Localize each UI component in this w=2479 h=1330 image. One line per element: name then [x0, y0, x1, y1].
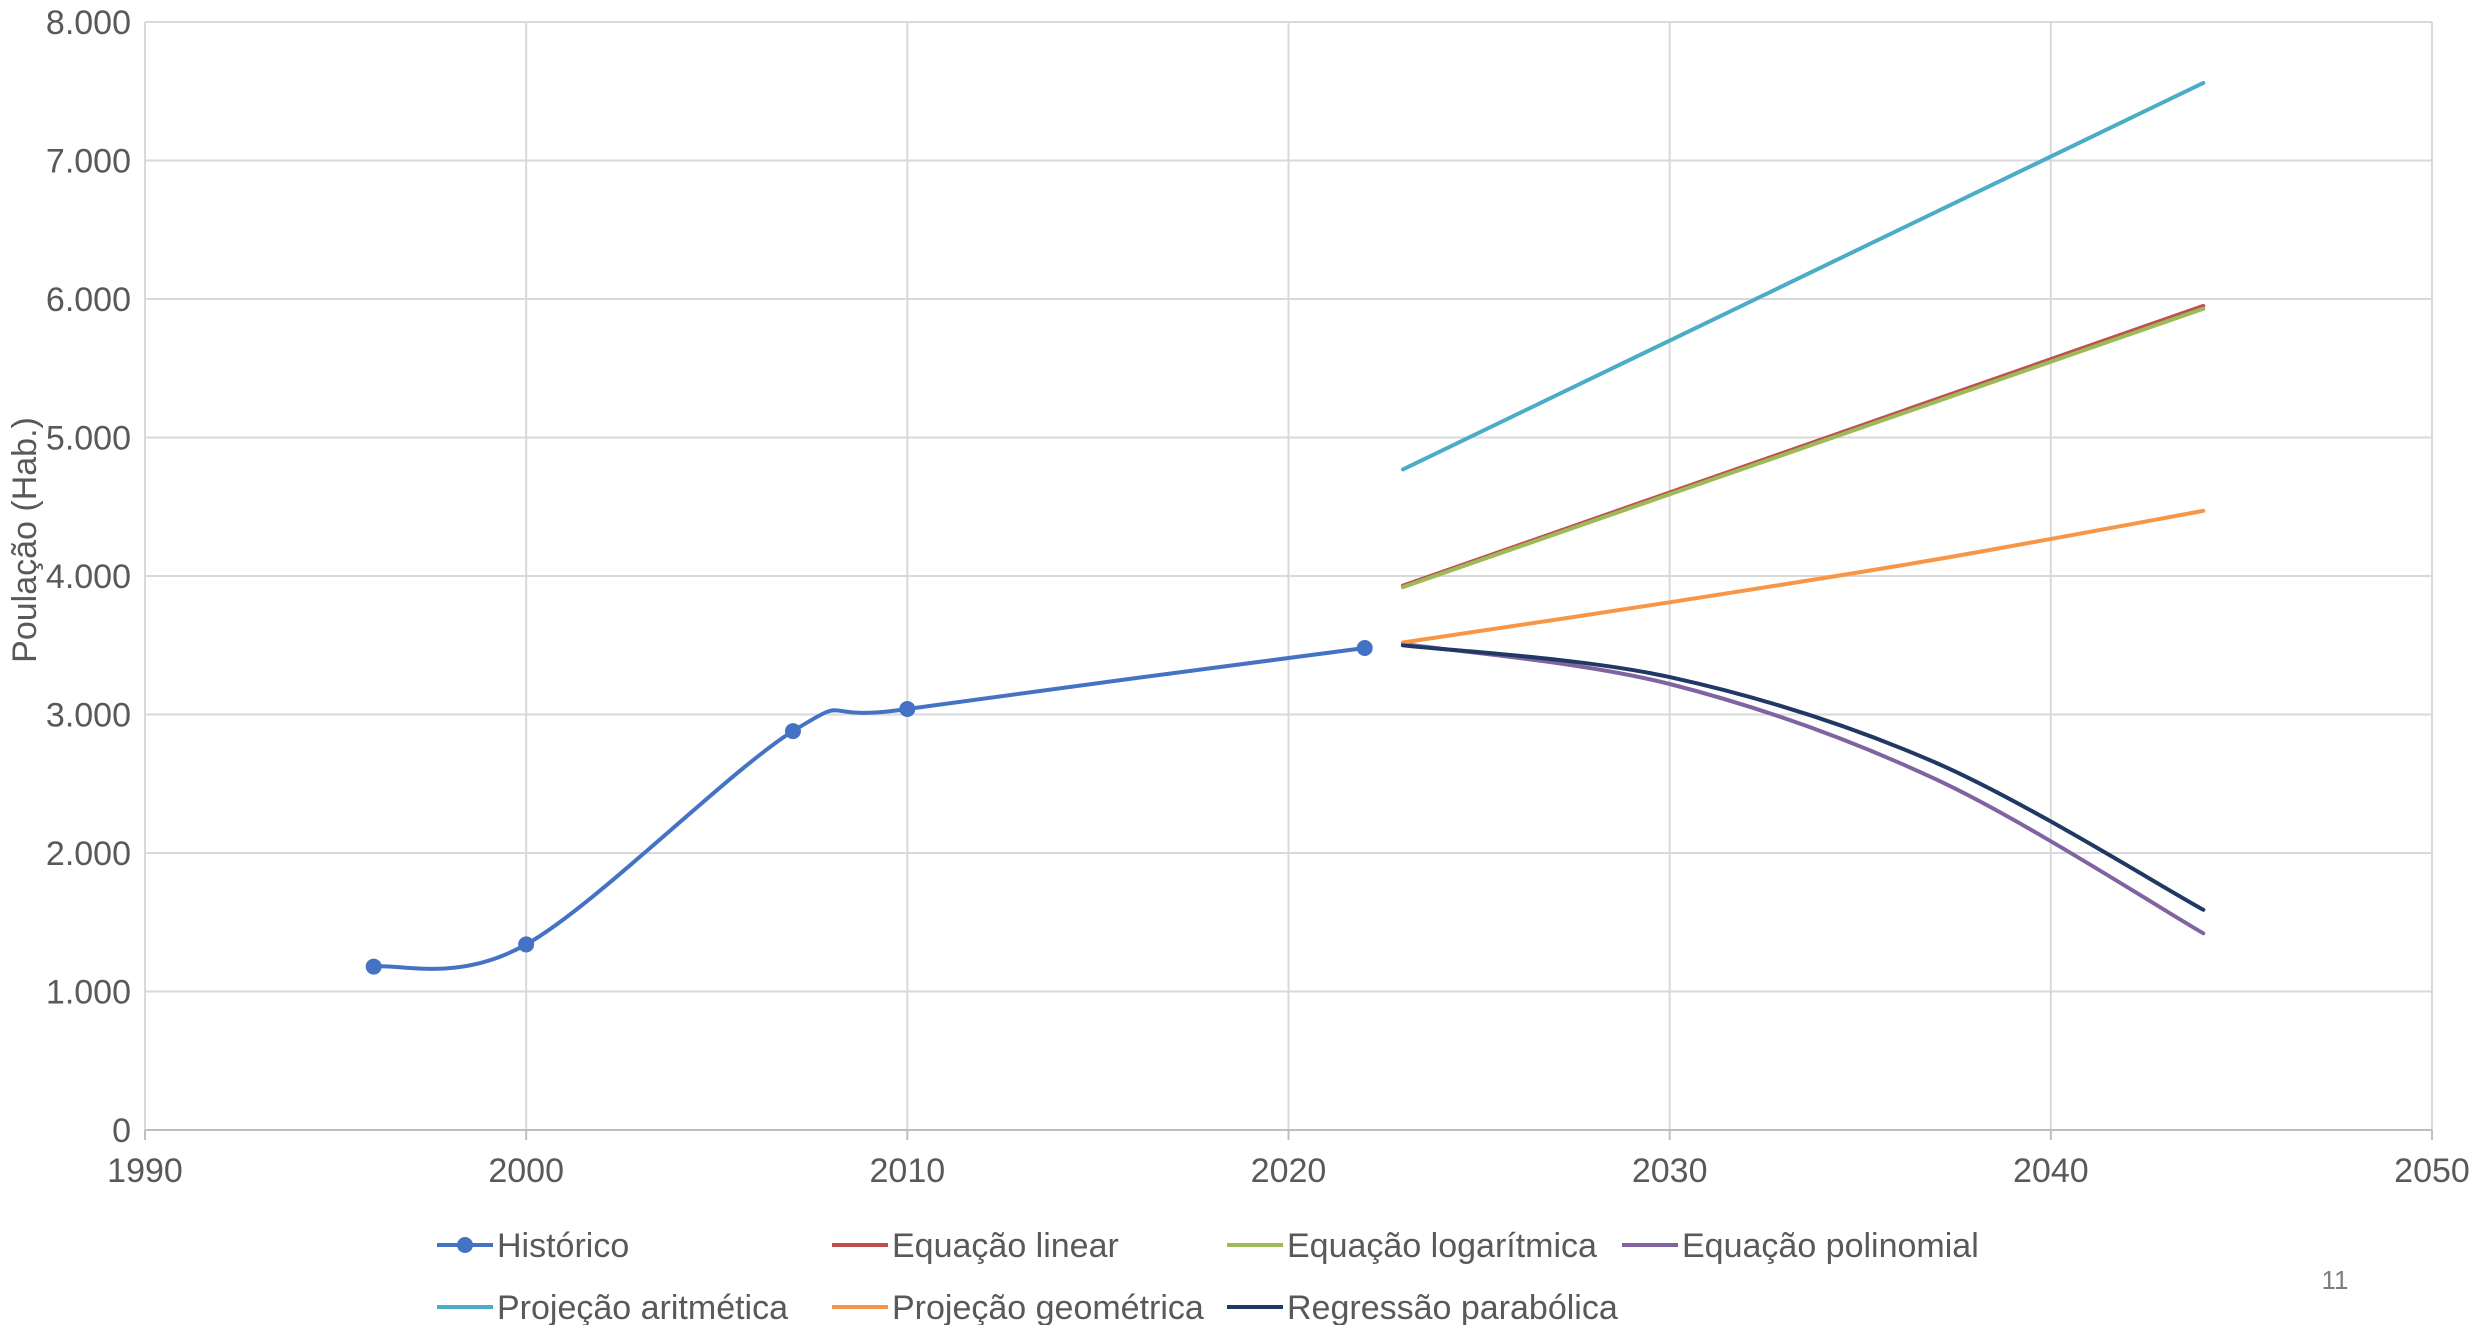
x-tick-label: 2000 [488, 1152, 564, 1190]
series-line-projecao-geometrica [1400, 508, 2206, 645]
series-line-equacao-logaritmica [1400, 306, 2206, 590]
legend-item-projecao-aritmetica: Projeção aritmética [437, 1289, 788, 1327]
data-point-historico [899, 700, 916, 717]
y-tick-label: 8.000 [46, 4, 131, 42]
legend-label: Regressão parabólica [1287, 1289, 1618, 1325]
x-tick-label: 2030 [1632, 1152, 1708, 1190]
series-line-historico [371, 646, 1367, 971]
legend-item-equacao-linear: Equação linear [832, 1227, 1119, 1265]
legend-item-projecao-geometrica: Projeção geométrica [832, 1289, 1204, 1327]
series-lines [371, 80, 2206, 971]
legend-label: Projeção geométrica [892, 1289, 1204, 1325]
legend-marker [457, 1237, 473, 1253]
axes [144, 1129, 2433, 1140]
series-line-projecao-aritmetica [1400, 80, 2206, 472]
series-line-equacao-polinomial [1400, 641, 2206, 936]
x-tick-label: 2020 [1251, 1152, 1327, 1190]
data-point-historico [1356, 640, 1373, 657]
data-point-historico [518, 936, 535, 953]
legend: Histórico Equação linear Equação logarítmi… [437, 1227, 1979, 1327]
y-axis-title: Poulação (Hab.) [6, 417, 44, 663]
y-tick-label: 7.000 [46, 143, 131, 181]
series-line-regressao-parabolica [1400, 643, 2206, 912]
x-tick-label: 2010 [870, 1152, 946, 1190]
legend-item-regressao-parabolica: Regressão parabólica [1227, 1289, 1618, 1327]
y-tick-label: 5.000 [46, 420, 131, 458]
y-tick-label: 0 [112, 1112, 131, 1150]
x-tick-label: 2040 [2013, 1152, 2089, 1190]
x-tick-label: 1990 [107, 1152, 183, 1190]
legend-label: Projeção aritmética [497, 1289, 788, 1325]
legend-label: Equação logarítmica [1287, 1227, 1597, 1265]
x-tick-label: 2050 [2394, 1152, 2470, 1190]
data-point-historico [365, 958, 382, 975]
y-tick-label: 4.000 [46, 558, 131, 596]
legend-label: Equação linear [892, 1227, 1119, 1265]
legend-item-equacao-logaritmica: Equação logarítmica [1227, 1227, 1597, 1265]
legend-item-historico: Histórico [437, 1227, 629, 1265]
y-tick-label: 3.000 [46, 697, 131, 735]
series-markers [365, 640, 1373, 975]
y-tick-label: 2.000 [46, 835, 131, 873]
tick-labels: 0 1.000 2.000 3.000 4.000 5.000 6.000 7.000 8.00… [46, 4, 2470, 1190]
legend-label: Histórico [497, 1227, 629, 1265]
grid-lines [144, 21, 2433, 1130]
y-tick-label: 6.000 [46, 281, 131, 319]
legend-item-equacao-polinomial: Equação polinomial [1622, 1227, 1979, 1265]
y-tick-label: 1.000 [46, 974, 131, 1012]
legend-label: Equação polinomial [1682, 1227, 1979, 1265]
data-point-historico [784, 723, 801, 740]
page-number: 11 [2322, 1265, 2349, 1295]
